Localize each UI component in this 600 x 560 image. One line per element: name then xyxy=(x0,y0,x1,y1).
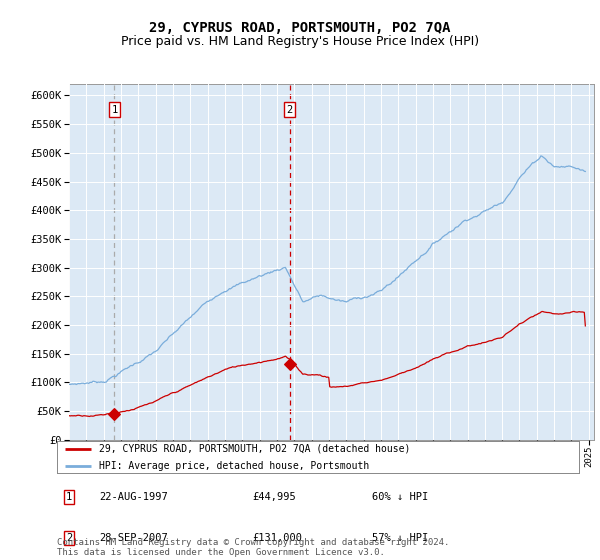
Text: 2: 2 xyxy=(286,105,293,115)
Text: Contains HM Land Registry data © Crown copyright and database right 2024.
This d: Contains HM Land Registry data © Crown c… xyxy=(57,538,449,557)
Text: £131,000: £131,000 xyxy=(252,533,302,543)
Text: 57% ↓ HPI: 57% ↓ HPI xyxy=(372,533,428,543)
Text: HPI: Average price, detached house, Portsmouth: HPI: Average price, detached house, Port… xyxy=(99,461,369,471)
Text: £44,995: £44,995 xyxy=(252,492,296,502)
Text: 1: 1 xyxy=(66,492,72,502)
Point xyxy=(110,409,119,418)
Text: 2: 2 xyxy=(66,533,72,543)
Text: 29, CYPRUS ROAD, PORTSMOUTH, PO2 7QA (detached house): 29, CYPRUS ROAD, PORTSMOUTH, PO2 7QA (de… xyxy=(99,444,410,454)
Text: Price paid vs. HM Land Registry's House Price Index (HPI): Price paid vs. HM Land Registry's House … xyxy=(121,35,479,48)
Text: 22-AUG-1997: 22-AUG-1997 xyxy=(99,492,168,502)
Text: 60% ↓ HPI: 60% ↓ HPI xyxy=(372,492,428,502)
Text: 1: 1 xyxy=(111,105,118,115)
Text: 28-SEP-2007: 28-SEP-2007 xyxy=(99,533,168,543)
Text: 29, CYPRUS ROAD, PORTSMOUTH, PO2 7QA: 29, CYPRUS ROAD, PORTSMOUTH, PO2 7QA xyxy=(149,21,451,35)
Point xyxy=(285,360,295,369)
